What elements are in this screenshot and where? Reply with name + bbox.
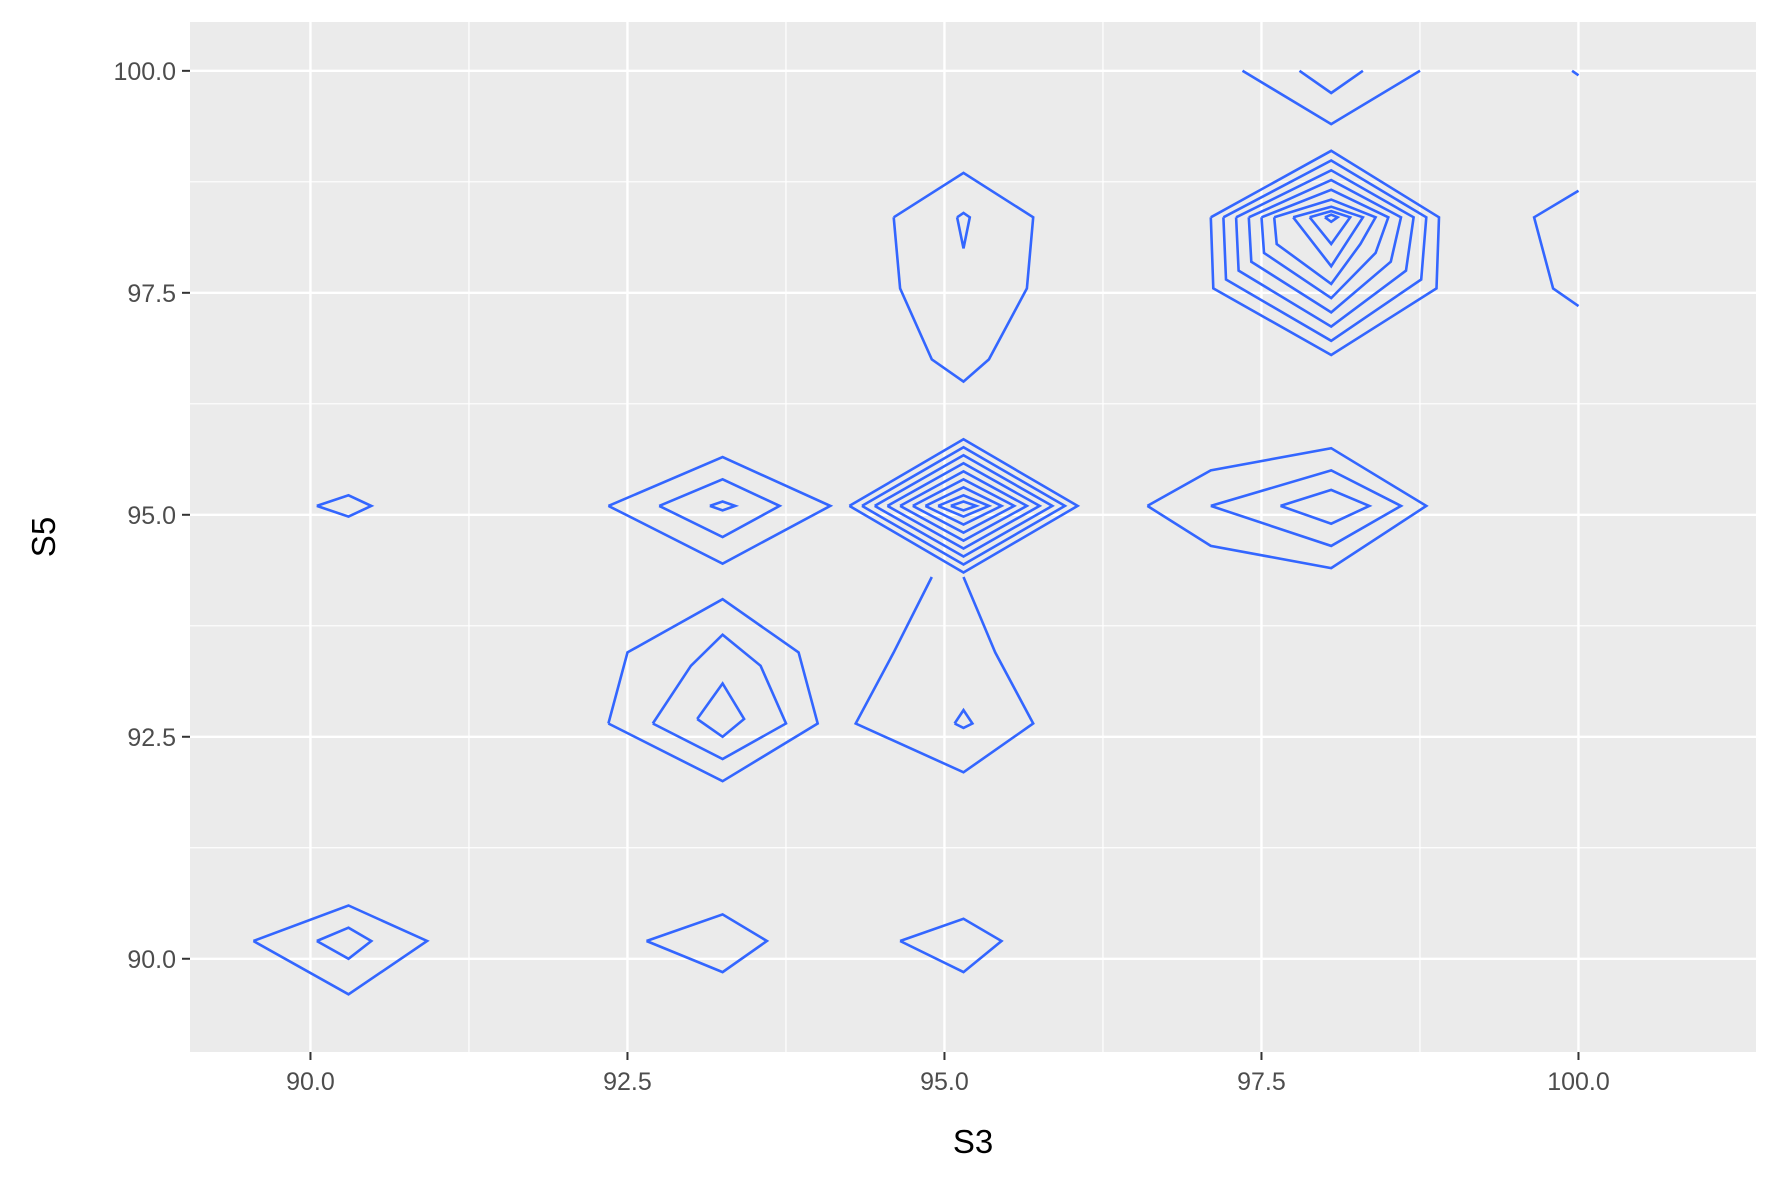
contour-line (607, 597, 820, 783)
contour-line (912, 477, 1017, 535)
plot-panel (190, 22, 1756, 1052)
y-axis-ticks: 90.0 92.5 95.0 97.5 100.0 (113, 58, 190, 974)
x-tick-label: 95.0 (920, 1068, 969, 1096)
x-axis-title: S3 (953, 1123, 993, 1160)
y-axis-title: S5 (25, 517, 62, 557)
contour-line (937, 493, 993, 519)
x-tick-label: 100.0 (1547, 1068, 1610, 1096)
contour-line (651, 632, 788, 761)
contour-line (709, 500, 740, 512)
y-tick-label: 90.0 (127, 946, 176, 974)
contour-line (607, 455, 834, 566)
contour-line (874, 453, 1055, 558)
contour-line (899, 917, 1004, 974)
contour-line (1280, 488, 1373, 526)
contour-line (950, 500, 981, 512)
x-tick-label: 92.5 (603, 1068, 652, 1096)
contour-line (953, 707, 975, 730)
contour-line (1571, 69, 1580, 77)
contour-line (1272, 198, 1378, 286)
contour-line (955, 211, 972, 249)
contour-lines (252, 69, 1580, 996)
contour-line (1298, 69, 1364, 95)
contour-line (1234, 168, 1416, 329)
contour-line (853, 576, 1035, 774)
contour-line (696, 681, 746, 739)
contour-line (316, 493, 375, 518)
contour-line (848, 437, 1081, 575)
contour-line (886, 461, 1043, 550)
contour-line (892, 171, 1035, 384)
y-tick-label: 100.0 (113, 58, 176, 86)
y-tick-label: 95.0 (127, 502, 176, 530)
contour-line (899, 469, 1030, 543)
x-tick-label: 90.0 (286, 1068, 335, 1096)
y-tick-label: 97.5 (127, 280, 176, 308)
contour-line (1247, 178, 1403, 315)
contour-line (1222, 159, 1428, 343)
contour-line (924, 485, 1005, 527)
contour-line (646, 912, 770, 974)
contour-line (1260, 188, 1390, 300)
contour-line (1308, 209, 1353, 247)
contour-line (1146, 446, 1429, 570)
contour-line (1532, 189, 1580, 308)
contour-line (252, 904, 430, 996)
contour-line (316, 926, 374, 961)
contour-line (1292, 205, 1365, 269)
x-axis-ticks: 90.0 92.5 95.0 97.5 100.0 (286, 1052, 1610, 1096)
contour-line (1324, 213, 1341, 224)
y-tick-label: 92.5 (127, 724, 176, 752)
contour-line (1210, 469, 1404, 548)
contour-line (1241, 69, 1421, 126)
minor-gridlines (190, 22, 1756, 1052)
contour-line (861, 445, 1068, 567)
contour-line (1209, 149, 1441, 357)
x-tick-label: 97.5 (1237, 1068, 1286, 1096)
contour-line (658, 477, 783, 539)
